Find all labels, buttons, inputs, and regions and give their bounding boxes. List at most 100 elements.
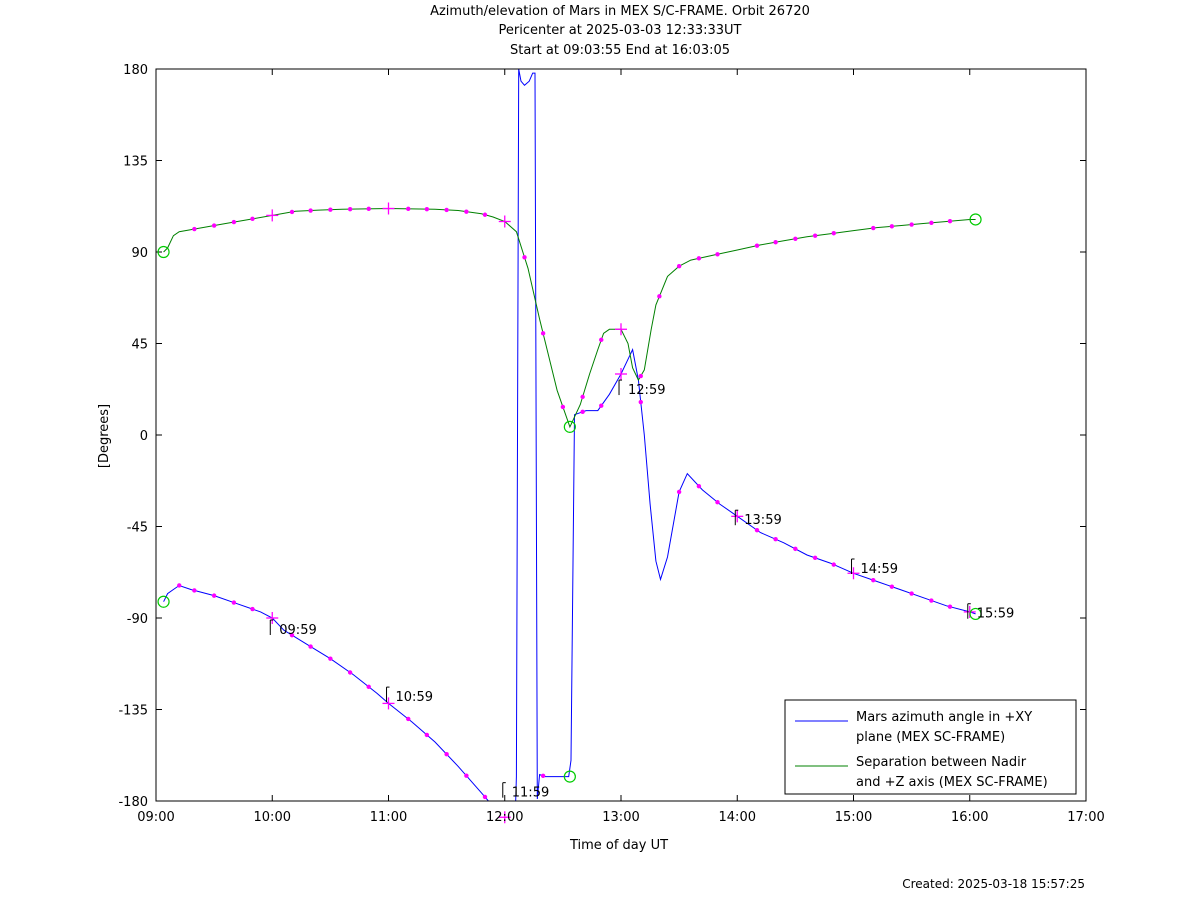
nadir-marker [482,212,488,217]
nadir-marker [464,209,469,214]
y-tick-label: 135 [123,155,148,170]
axis-ticks [155,68,1087,802]
time-annotation: 14:59 [851,558,898,577]
series-nadir-line [163,207,976,429]
x-tick-label: 14:00 [719,810,756,825]
nadir-marker [192,226,197,232]
azimuth-marker [250,606,255,612]
marker-layer [157,202,982,824]
nadir-marker [522,255,527,260]
y-tick-label: -45 [127,521,148,536]
endpoint-circle-marker [563,420,576,433]
azimuth-marker [424,732,430,738]
azimuth-hour-marker [382,697,395,710]
x-tick-label: 15:00 [835,810,872,825]
azimuth-marker [289,632,295,638]
annotation-label: 12:59 [628,383,665,398]
legend: Mars azimuth angle in +XY plane (MEX SC-… [784,699,1077,795]
nadir-marker [947,218,953,224]
x-axis-label: Time of day UT [569,838,668,853]
nadir-marker [812,233,818,238]
azimuth-marker [540,773,546,778]
time-annotation: 15:59 [967,603,1014,622]
azimuth-marker [308,644,313,649]
nadir-marker [909,222,914,227]
nadir-hour-marker [498,215,511,228]
azimuth-marker [638,399,643,405]
y-tick-label: 45 [131,338,148,353]
endpoint-circle-marker [969,607,982,621]
nadir-marker [444,207,449,213]
azimuth-marker [482,794,488,800]
y-tick-label: 180 [123,63,148,78]
nadir-marker [211,223,217,228]
azimuth-marker [715,500,720,505]
annotation-label: 09:59 [279,623,316,638]
nadir-marker [289,209,295,215]
endpoint-circle-marker [563,770,576,783]
nadir-marker [308,208,313,213]
azimuth-hour-marker [498,811,511,824]
chart-title-line-1: Azimuth/elevation of Mars in MEX S/C-FRA… [430,4,810,19]
series-azimuth-line [163,69,976,801]
azimuth-marker [231,600,237,605]
created-timestamp: Created: 2025-03-18 15:57:25 [902,877,1085,891]
azimuth-marker [696,483,702,489]
y-axis-label: [Degrees] [97,404,112,468]
time-annotation: 10:59 [386,686,433,705]
nadir-marker [560,404,566,410]
azimuth-marker [192,588,197,593]
endpoint-circle-marker [969,213,982,226]
azimuth-marker [366,684,371,690]
nadir-marker [889,224,895,229]
nadir-hour-marker [382,202,395,215]
time-annotation: 11:59 [502,782,549,801]
nadir-marker [831,231,836,236]
nadir-hour-marker [266,209,279,222]
legend-box [784,699,1077,795]
azimuth-marker [580,409,585,415]
y-tick-label: -90 [127,612,148,627]
nadir-marker [366,206,371,212]
nadir-marker [715,252,720,257]
nadir-marker [773,240,778,245]
x-tick-label: 09:00 [137,810,174,825]
azimuth-marker [773,537,778,542]
azimuth-marker [177,583,182,588]
azimuth-marker [871,577,876,583]
chart-title-line-2: Pericenter at 2025-03-03 12:33:33UT [498,23,742,38]
nadir-marker [540,331,546,336]
azimuth-marker [793,546,798,552]
plot-frame [155,68,1087,802]
nadir-marker [793,236,798,241]
legend-label-nadir-line-1: Separation between Nadir [856,755,1027,770]
nadir-marker [424,206,430,212]
annotation-layer: 09:59 10:59 11:59 12:59 13:59 14:59 15:59 [269,379,1014,801]
y-tick-label: 0 [140,429,148,444]
annotation-label: 14:59 [861,562,898,577]
nadir-marker [406,206,411,212]
annotation-label: 13:59 [744,513,781,528]
azimuth-marker [889,584,895,589]
azimuth-marker [464,773,469,778]
nadir-marker [754,243,760,248]
nadir-marker [250,216,255,222]
azimuth-hour-marker [731,510,744,523]
azimuth-hour-marker [615,368,627,380]
nadir-hour-marker [615,323,627,336]
azimuth-hour-marker [266,612,279,624]
nadir-marker [580,394,585,400]
azimuth-marker [754,527,760,533]
y-tick-label: -135 [118,704,148,719]
legend-label-azimuth-line-1: Mars azimuth angle in +XY [856,710,1032,725]
azimuth-marker [599,403,604,408]
nadir-marker [231,219,237,225]
annotation-label: 10:59 [396,690,433,705]
azimuth-marker [444,752,449,757]
nadir-marker [328,207,333,212]
nadir-marker [696,256,702,261]
nadir-marker [657,294,662,299]
nadir-marker [871,225,876,231]
azimuth-marker [909,591,914,596]
time-annotation: 12:59 [618,379,665,398]
